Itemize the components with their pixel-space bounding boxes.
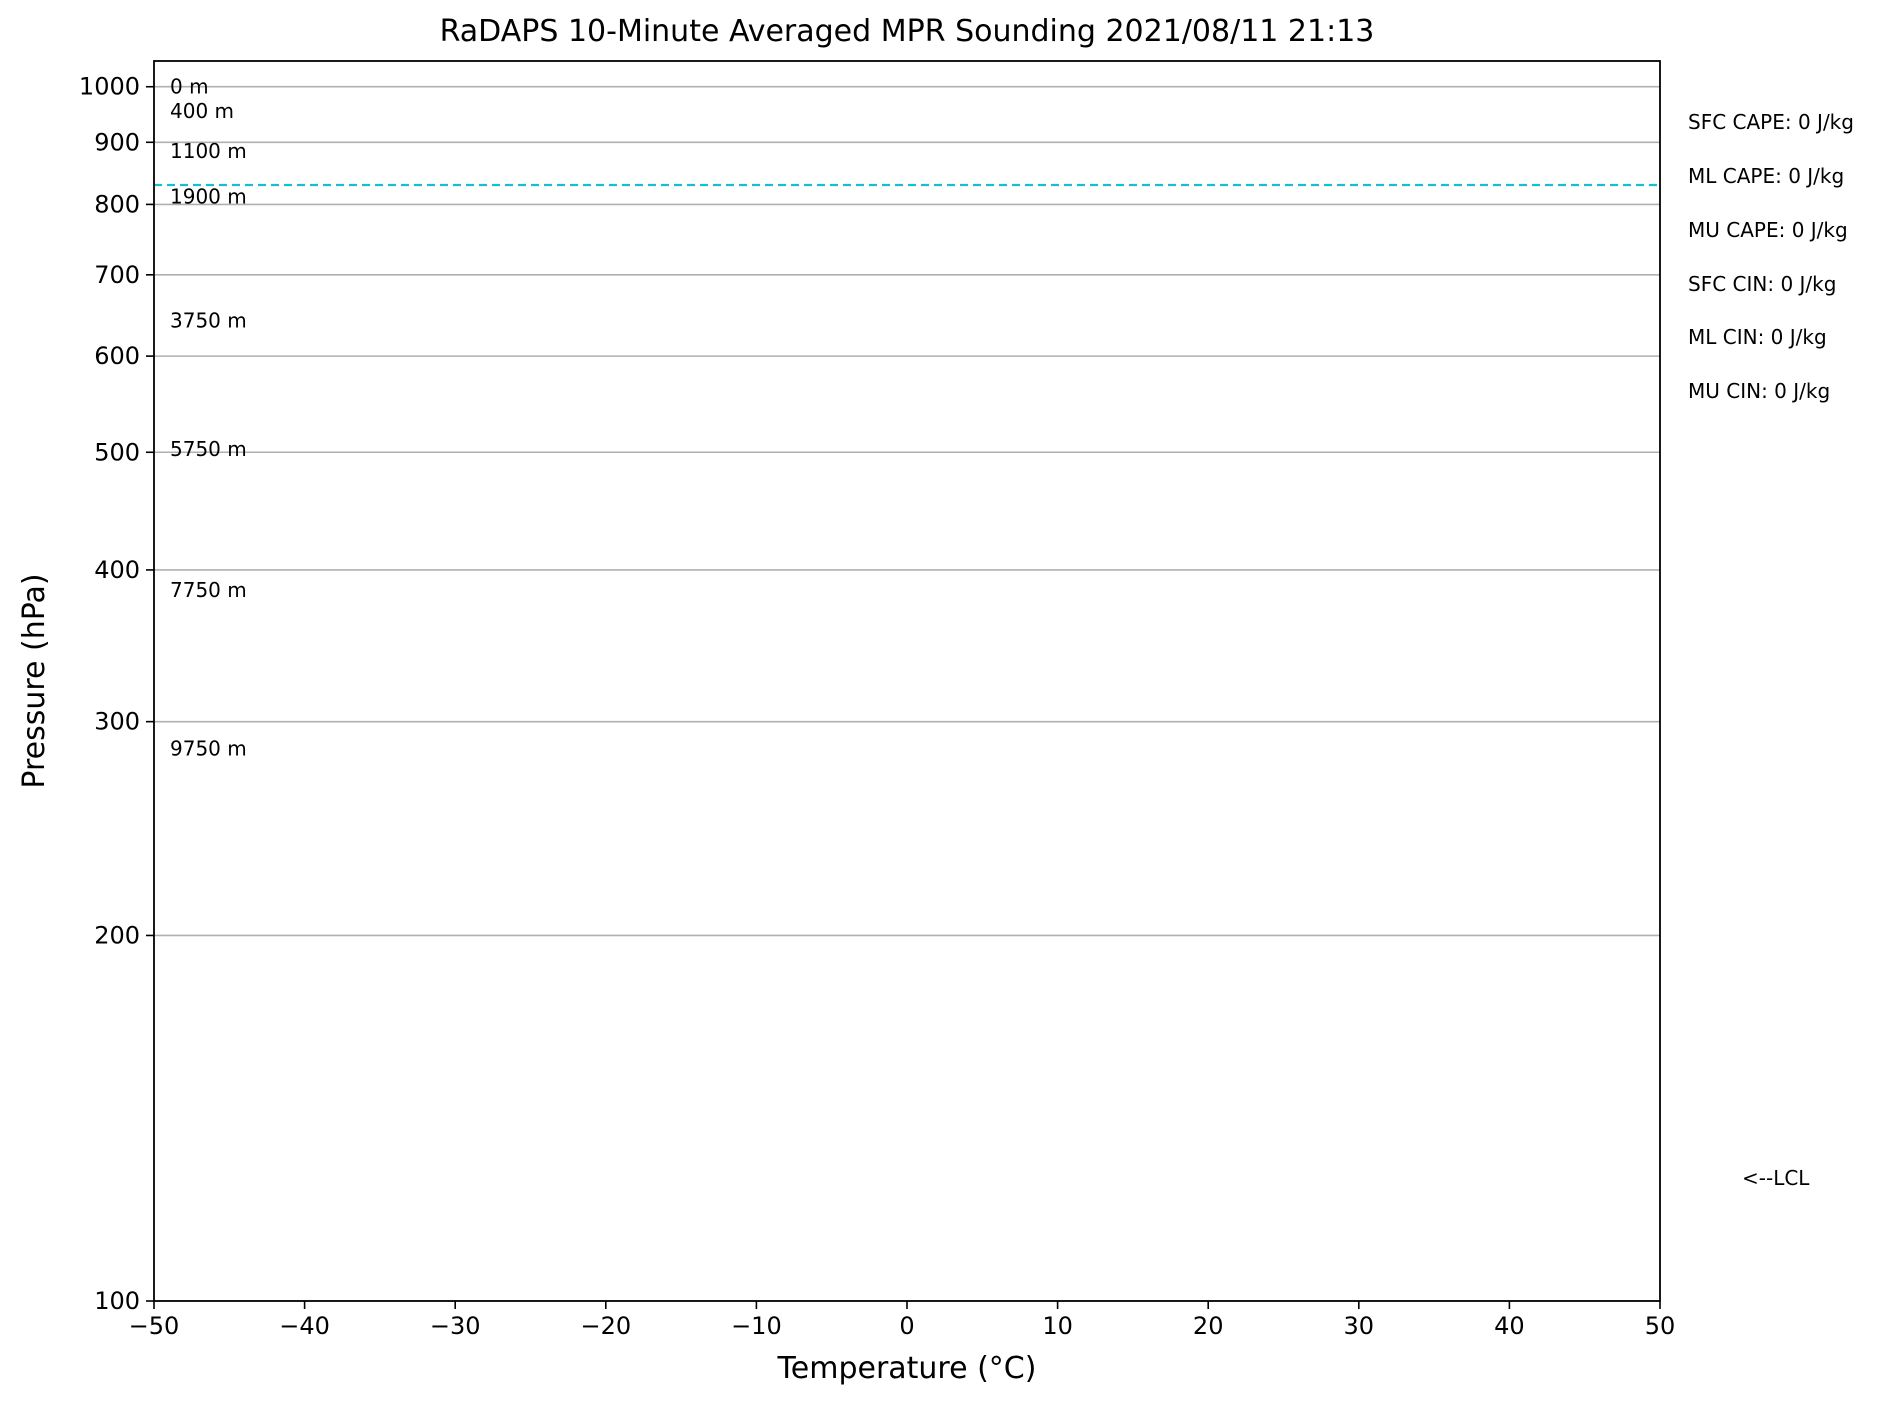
y-tick-label: 600: [94, 342, 140, 370]
y-tick-label: 900: [94, 128, 140, 156]
y-tick-label: 1000: [79, 73, 140, 101]
x-tick-label: −30: [430, 1312, 481, 1340]
sfc-cape-label: SFC CAPE: 0 J/kg: [1688, 110, 1854, 134]
y-tick-label: 100: [94, 1287, 140, 1315]
x-tick-label: 50: [1645, 1312, 1676, 1340]
x-tick-label: 40: [1494, 1312, 1525, 1340]
axes-layer: −50 −40 −30 −20 −10 0 10 20 30 40 50 1000 900 800 700 6…: [17, 60, 1676, 1386]
height-label: 1100 m: [170, 139, 247, 163]
x-axis-label: Temperature (°C): [777, 1351, 1037, 1386]
height-label: 9750 m: [170, 737, 247, 761]
background-lines: [154, 85, 1660, 1301]
x-tick-label: 30: [1344, 1312, 1375, 1340]
height-label: 5750 m: [170, 437, 247, 461]
axes-frame: [153, 60, 1661, 1302]
height-label: 400 m: [170, 99, 234, 123]
mu-cape-label: MU CAPE: 0 J/kg: [1688, 218, 1848, 242]
ml-cape-label: ML CAPE: 0 J/kg: [1688, 164, 1845, 188]
y-tick-label: 300: [94, 708, 140, 736]
x-tick-label: 0: [899, 1312, 914, 1340]
x-tick-label: −20: [580, 1312, 631, 1340]
x-tick-label: −40: [279, 1312, 330, 1340]
chart-title: RaDAPS 10-Minute Averaged MPR Sounding 2…: [439, 14, 1375, 49]
y-axis-label: Pressure (hPa): [17, 573, 52, 788]
ml-cin-label: ML CIN: 0 J/kg: [1688, 325, 1827, 349]
x-tick-label: 20: [1193, 1312, 1224, 1340]
lcl-label: <--LCL: [1742, 1166, 1810, 1190]
x-tick-label: 10: [1042, 1312, 1073, 1340]
height-label: 0 m: [170, 75, 209, 99]
sfc-cin-label: SFC CIN: 0 J/kg: [1688, 272, 1837, 296]
x-tick-label: −10: [731, 1312, 782, 1340]
height-label: 7750 m: [170, 578, 247, 602]
mu-cin-label: MU CIN: 0 J/kg: [1688, 379, 1831, 403]
y-tick-label: 500: [94, 438, 140, 466]
y-tick-label: 400: [94, 556, 140, 584]
y-tick-label: 700: [94, 261, 140, 289]
height-label: 1900 m: [170, 185, 247, 209]
y-tick-label: 200: [94, 921, 140, 949]
x-tick-label: −50: [129, 1312, 180, 1340]
y-tick-label: 800: [94, 190, 140, 218]
height-label: 3750 m: [170, 308, 247, 332]
